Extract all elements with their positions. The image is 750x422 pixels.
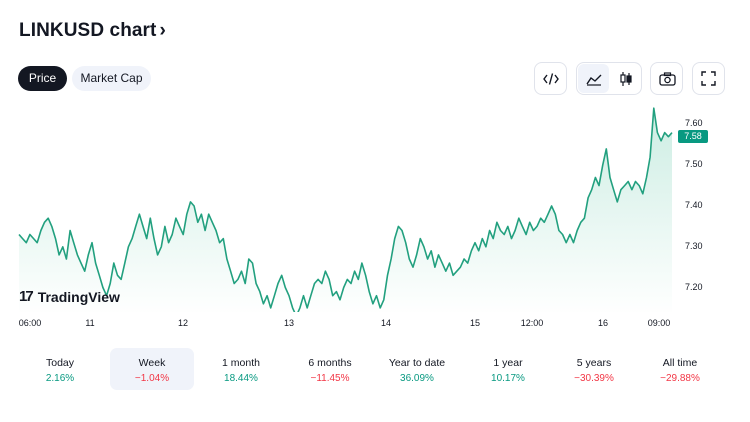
- period-1-month[interactable]: 1 month 18.44%: [199, 348, 283, 390]
- embed-button[interactable]: [534, 62, 567, 95]
- x-axis-tick: 11: [85, 318, 95, 328]
- tradingview-logo-icon: 17: [19, 288, 34, 305]
- price-area-chart[interactable]: [0, 100, 680, 312]
- x-axis-tick: 12: [177, 318, 189, 328]
- period-change-value: 36.09%: [400, 373, 434, 384]
- period-all-time[interactable]: All time −29.88%: [638, 348, 722, 390]
- x-axis-tick: 13: [283, 318, 295, 328]
- y-axis-tick: 7.30: [685, 240, 703, 251]
- period-label: 1 year: [493, 357, 523, 369]
- period-1-year[interactable]: 1 year 10.17%: [466, 348, 550, 390]
- chart-type-switcher: [576, 62, 642, 95]
- period-today[interactable]: Today 2.16%: [18, 348, 102, 390]
- period-change-value: −1.04%: [134, 373, 170, 384]
- x-axis-tick: 15: [469, 318, 481, 328]
- tradingview-watermark: 17 TradingView: [19, 288, 120, 305]
- period-label: 6 months: [308, 357, 352, 369]
- y-axis-tick: 7.40: [685, 200, 703, 210]
- x-axis-tick: 16: [597, 318, 609, 328]
- period-label: 1 month: [222, 357, 260, 369]
- snapshot-button[interactable]: [650, 62, 683, 95]
- period-label: Year to date: [388, 357, 446, 369]
- period-5-years[interactable]: 5 years −30.39%: [552, 348, 636, 390]
- price-line: [18, 107, 673, 312]
- page-title[interactable]: LINKUSD chart ›: [19, 20, 166, 42]
- y-axis-tick: 7.50: [685, 159, 703, 170]
- x-axis-tick: 06:00: [18, 318, 42, 328]
- period-change-value: −30.39%: [574, 373, 614, 384]
- period-change-value: 10.17%: [491, 373, 525, 384]
- title-text: LINKUSD chart: [19, 20, 157, 41]
- period-label: All time: [662, 357, 698, 369]
- period-6-months[interactable]: 6 months −11.45%: [288, 348, 372, 390]
- area-chart-icon: [586, 74, 602, 86]
- period-label: Today: [45, 357, 75, 369]
- x-axis-tick: 14: [380, 318, 392, 328]
- fullscreen-button[interactable]: [692, 62, 725, 95]
- period-change-value: 2.16%: [45, 373, 75, 384]
- period-year-to-date[interactable]: Year to date 36.09%: [375, 348, 459, 390]
- last-price-label: 7.58: [678, 130, 708, 143]
- x-axis-tick: 12:00: [520, 318, 544, 328]
- tab-price[interactable]: Price: [18, 66, 67, 91]
- period-change-value: −11.45%: [310, 373, 350, 384]
- period-label: Week: [138, 357, 166, 369]
- y-axis-tick: 7.60: [685, 118, 703, 129]
- period-week[interactable]: Week −1.04%: [110, 348, 194, 390]
- price-area-fill: [19, 108, 672, 312]
- period-label: 5 years: [576, 357, 612, 369]
- watermark-text: TradingView: [37, 288, 120, 305]
- period-change-value: −29.88%: [660, 373, 700, 384]
- performance-periods: Today 2.16% Week −1.04% 1 month 18.44% 6 month…: [18, 348, 718, 390]
- candlestick-icon: [620, 72, 632, 86]
- x-axis-tick: 09:00: [647, 318, 671, 328]
- chevron-right-icon: ›: [159, 20, 166, 41]
- period-change-value: 18.44%: [224, 373, 258, 384]
- y-axis-tick: 7.20: [685, 281, 703, 292]
- candlestick-button[interactable]: [610, 64, 641, 93]
- camera-icon: [659, 72, 676, 86]
- embed-code-icon: [543, 73, 559, 85]
- area-chart-button[interactable]: [578, 64, 609, 93]
- tab-market-cap[interactable]: Market Cap: [72, 66, 151, 91]
- fullscreen-icon: [701, 71, 716, 86]
